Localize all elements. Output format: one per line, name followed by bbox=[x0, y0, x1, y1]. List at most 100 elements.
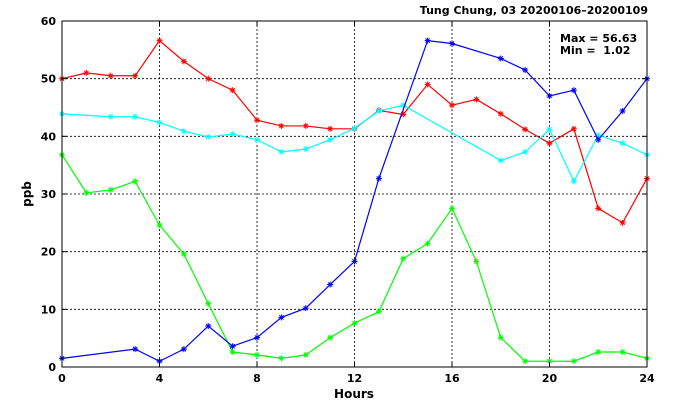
data-point bbox=[180, 346, 187, 353]
data-point bbox=[546, 92, 553, 99]
data-point bbox=[327, 125, 334, 132]
data-point bbox=[375, 308, 382, 315]
data-point bbox=[351, 125, 358, 132]
data-point bbox=[570, 125, 577, 132]
x-tick-label: 4 bbox=[156, 372, 164, 385]
data-point bbox=[254, 351, 260, 358]
data-point bbox=[473, 96, 480, 103]
data-point bbox=[327, 281, 334, 288]
data-point bbox=[351, 320, 358, 327]
data-point bbox=[400, 255, 407, 262]
y-tick-label: 10 bbox=[41, 303, 57, 316]
data-point bbox=[107, 186, 114, 193]
data-point bbox=[254, 334, 260, 341]
x-tick-label: 8 bbox=[253, 372, 261, 385]
data-point bbox=[449, 102, 455, 109]
data-point bbox=[278, 148, 285, 155]
data-point bbox=[180, 58, 187, 65]
data-point bbox=[156, 119, 163, 126]
data-point bbox=[570, 358, 577, 365]
data-point bbox=[595, 136, 602, 143]
y-tick-label: 20 bbox=[41, 246, 57, 259]
axis-ticks: 0 4 8 12 16 20 24 0 10 20 30 40 50 60 bbox=[41, 15, 655, 385]
x-axis-label: Hours bbox=[334, 387, 374, 401]
data-point bbox=[83, 189, 90, 196]
data-point bbox=[229, 349, 236, 356]
data-point bbox=[132, 178, 139, 185]
data-point bbox=[375, 107, 382, 114]
data-point bbox=[522, 67, 529, 74]
data-point bbox=[156, 222, 163, 229]
min-label: Min = 1.02 bbox=[560, 44, 630, 57]
data-point bbox=[327, 136, 334, 143]
y-tick-label: 30 bbox=[41, 188, 57, 201]
x-tick-label: 20 bbox=[542, 372, 558, 385]
y-tick-label: 40 bbox=[41, 130, 57, 143]
data-point bbox=[522, 126, 529, 133]
data-point bbox=[205, 300, 212, 307]
data-point bbox=[619, 140, 626, 147]
data-point bbox=[327, 334, 334, 341]
data-point bbox=[570, 178, 577, 185]
data-point bbox=[254, 117, 260, 124]
data-point bbox=[229, 131, 236, 138]
data-point bbox=[497, 110, 504, 117]
data-point bbox=[278, 355, 285, 362]
data-point bbox=[595, 205, 602, 212]
chart-title: Tung Chung, 03 20200106–20200109 bbox=[420, 4, 648, 17]
x-tick-label: 16 bbox=[444, 372, 460, 385]
grid-lines bbox=[62, 21, 647, 367]
data-point bbox=[522, 358, 529, 365]
data-point bbox=[229, 343, 236, 350]
data-point bbox=[278, 314, 285, 321]
data-point bbox=[180, 250, 187, 257]
data-point bbox=[302, 305, 309, 312]
y-tick-label: 0 bbox=[48, 361, 56, 374]
data-point bbox=[473, 258, 480, 265]
data-point bbox=[302, 351, 309, 358]
data-point bbox=[595, 349, 602, 356]
data-point bbox=[375, 175, 382, 182]
series-2 bbox=[59, 151, 650, 365]
data-point bbox=[229, 87, 236, 94]
data-point bbox=[156, 37, 163, 44]
data-point bbox=[619, 107, 626, 114]
data-point bbox=[180, 128, 187, 135]
x-tick-label: 12 bbox=[347, 372, 362, 385]
series-1 bbox=[59, 102, 650, 185]
data-point bbox=[449, 40, 455, 47]
data-point bbox=[107, 72, 114, 79]
x-tick-label: 24 bbox=[639, 372, 655, 385]
series-3 bbox=[59, 37, 650, 365]
data-point bbox=[132, 72, 139, 79]
data-point bbox=[546, 140, 553, 147]
data-point bbox=[205, 323, 212, 330]
data-point bbox=[156, 358, 163, 365]
data-point bbox=[424, 37, 431, 44]
max-label: Max = 56.63 bbox=[560, 32, 637, 45]
data-point bbox=[107, 113, 114, 120]
data-point bbox=[522, 148, 529, 155]
data-point bbox=[497, 334, 504, 341]
data-point bbox=[449, 205, 455, 212]
data-point bbox=[302, 146, 309, 153]
data-point bbox=[619, 349, 626, 356]
data-point bbox=[424, 240, 431, 247]
data-point bbox=[351, 258, 358, 265]
data-point bbox=[497, 55, 504, 62]
data-point bbox=[424, 81, 431, 88]
series-lines bbox=[59, 37, 650, 365]
data-point bbox=[132, 346, 139, 353]
data-point bbox=[132, 113, 139, 120]
data-point bbox=[619, 219, 626, 226]
data-point bbox=[497, 157, 504, 164]
data-point bbox=[205, 133, 212, 140]
x-tick-label: 0 bbox=[58, 372, 66, 385]
y-axis-label: ppb bbox=[20, 181, 34, 207]
data-point bbox=[278, 122, 285, 129]
data-point bbox=[302, 122, 309, 129]
data-point bbox=[254, 136, 260, 143]
y-tick-label: 60 bbox=[41, 15, 57, 28]
data-point bbox=[205, 75, 212, 82]
